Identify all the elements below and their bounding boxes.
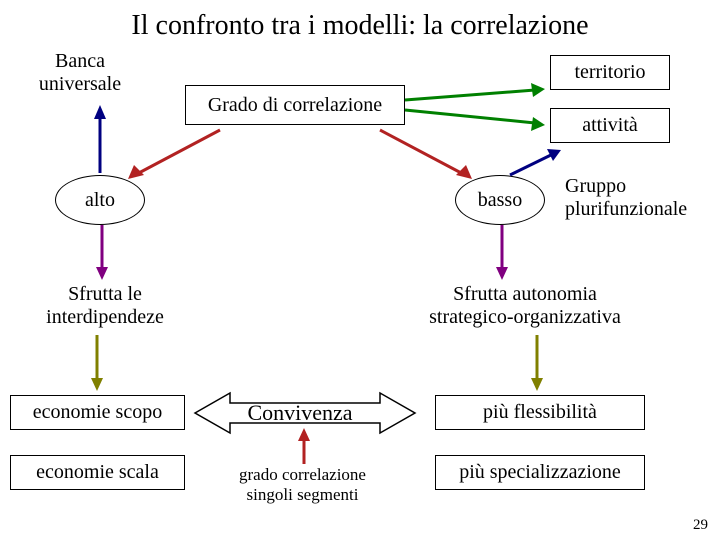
- page-number: 29: [693, 517, 708, 534]
- attivita-box: attività: [550, 108, 670, 143]
- econ-scopo-box: economie scopo: [10, 395, 185, 430]
- arrow-alto-to-sfrutta: [90, 225, 120, 283]
- grado-singoli-label: grado correlazione singoli segmenti: [215, 465, 390, 505]
- arrow-basso-to-gruppo: [505, 145, 565, 180]
- piu-fless-box: più flessibilità: [435, 395, 645, 430]
- territorio-box: territorio: [550, 55, 670, 90]
- arrow-sfrutta-to-scopo: [85, 335, 115, 395]
- grado-box: Grado di correlazione: [185, 85, 405, 125]
- gruppo-label: Gruppo plurifunzionale: [565, 175, 715, 221]
- banca-label: Banca universale: [20, 50, 140, 96]
- arrow-grado-to-attivita: [405, 105, 550, 135]
- double-arrow-icon: [195, 388, 415, 438]
- sfrutta-auto-label: Sfrutta autonomia strategico-organizzati…: [395, 283, 655, 329]
- sfrutta-le-label: Sfrutta le interdipendeze: [25, 283, 185, 329]
- arrow-alto-to-banca: [85, 105, 115, 175]
- piu-spec-box: più specializzazione: [435, 455, 645, 490]
- page-title: Il confronto tra i modelli: la correlazi…: [0, 10, 720, 42]
- arrow-sfrutta-to-fless: [525, 335, 555, 395]
- arrow-basso-to-sfrutta: [490, 225, 520, 283]
- arrow-grado-to-alto: [120, 125, 230, 185]
- econ-scala-box: economie scala: [10, 455, 185, 490]
